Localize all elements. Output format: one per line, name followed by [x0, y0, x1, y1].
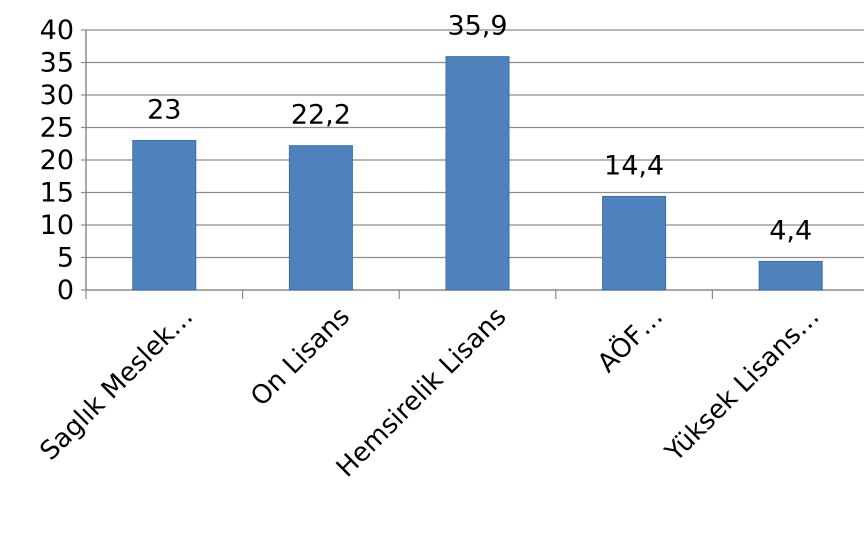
bar [758, 260, 823, 291]
y-tick-label: 30 [40, 80, 74, 111]
y-tick-label: 5 [57, 243, 74, 274]
bar [132, 140, 197, 291]
x-tick-label: AÖF… [591, 300, 669, 378]
data-label: 14,4 [604, 150, 664, 181]
y-tick-label: 0 [57, 275, 74, 306]
bar [445, 56, 510, 291]
bar [288, 145, 353, 291]
data-label: 23 [147, 95, 181, 126]
x-tick-label: Hemsirelik Lisans [331, 302, 513, 484]
data-label: 35,9 [447, 11, 507, 42]
y-tick-label: 40 [40, 15, 74, 46]
x-tick-label: On Lisans [245, 302, 356, 413]
y-tick-label: 15 [40, 178, 74, 209]
y-tick-label: 20 [40, 145, 74, 176]
y-tick-label: 35 [40, 48, 74, 79]
x-tick-label: Saglık Meslek… [35, 302, 200, 467]
data-label: 4,4 [769, 215, 812, 246]
x-tick-label: Yüksek Lisans… [659, 302, 826, 469]
bar [602, 195, 667, 291]
y-tick-label: 25 [40, 113, 74, 144]
y-tick-label: 10 [40, 210, 74, 241]
data-label: 22,2 [291, 100, 351, 131]
